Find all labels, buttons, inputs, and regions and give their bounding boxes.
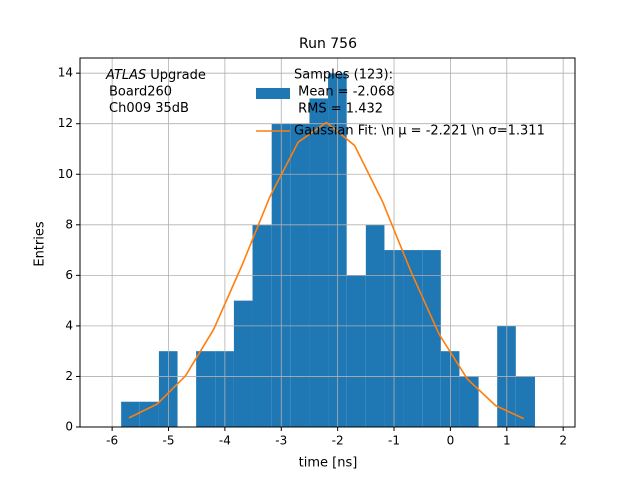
histogram-bar [121, 401, 140, 427]
histogram-bar [459, 376, 479, 427]
legend-label: RMS = 1.432 [294, 102, 383, 117]
annotation-text: Upgrade [150, 68, 206, 83]
annotation-line: Board260 [109, 85, 172, 100]
annotation-italic: ATLAS [105, 68, 146, 83]
y-tick-label: 6 [65, 268, 73, 282]
histogram-bar [515, 376, 535, 427]
histogram-bar [196, 351, 216, 427]
x-tick-label: -5 [163, 434, 175, 448]
x-tick-label: -4 [219, 434, 231, 448]
x-tick-label: -1 [388, 434, 400, 448]
annotation: ATLAS Upgrade [105, 68, 206, 83]
chart-title: Run 756 [299, 36, 357, 52]
x-tick-label: -3 [275, 434, 287, 448]
y-tick-label: 10 [58, 167, 73, 181]
histogram-bar [422, 250, 441, 427]
histogram-bar [233, 300, 253, 427]
histogram-bar [139, 401, 159, 427]
x-tick-label: 2 [559, 434, 567, 448]
legend-label: Mean = -2.068 [294, 85, 395, 100]
x-tick-label: -2 [332, 434, 344, 448]
y-tick-label: 8 [65, 217, 73, 231]
legend-label: Samples (123): [294, 68, 393, 83]
legend-patch [256, 88, 290, 99]
y-tick-label: 0 [65, 420, 73, 434]
y-tick-label: 12 [58, 116, 73, 130]
histogram-bar [403, 250, 423, 427]
x-tick-label: 0 [447, 434, 455, 448]
legend-label: Gaussian Fit: \n μ = -2.221 \n σ=1.311 [294, 124, 545, 139]
histogram-bar [346, 275, 366, 427]
plot-frame [79, 57, 576, 428]
y-tick-label: 14 [58, 66, 73, 80]
x-tick-label: -6 [106, 434, 118, 448]
annotation-line: Ch009 35dB [109, 101, 189, 116]
x-tick-label: 1 [503, 434, 511, 448]
fit-line [128, 121, 525, 420]
y-tick-label: 4 [65, 318, 73, 332]
y-tick-label: 2 [65, 369, 73, 383]
x-axis-label: time [ns] [299, 456, 358, 471]
y-axis-label: Entries [33, 221, 48, 267]
histogram-bar [309, 98, 329, 427]
